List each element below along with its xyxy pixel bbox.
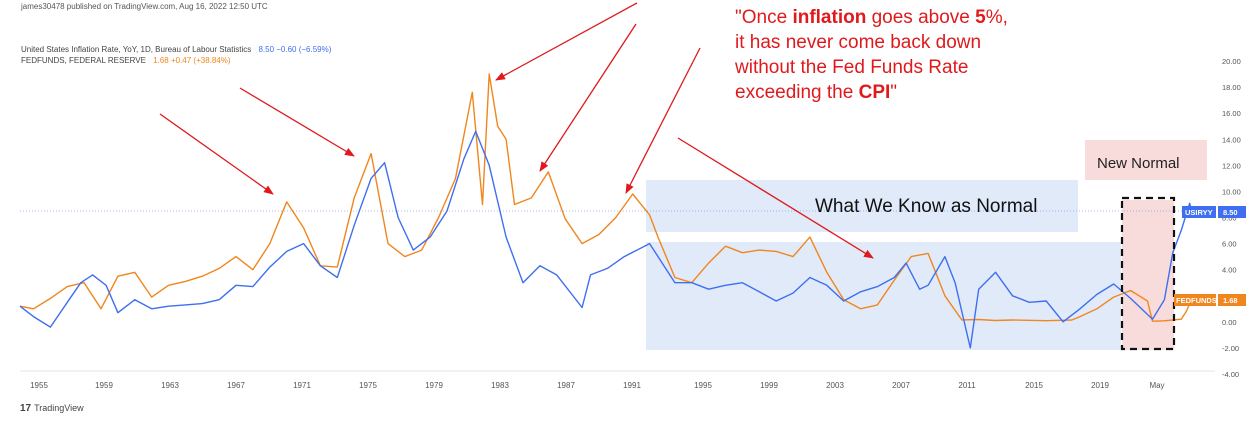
y-tick-label: 4.00 [1222,266,1237,275]
x-tick-label: 1979 [425,381,443,390]
x-tick-label: 1967 [227,381,245,390]
series-layer [19,73,1193,349]
annotation-bold-5: 5 [975,7,986,28]
arrow-1984 [539,23,637,172]
usiryy-badge-value-bg [1218,206,1246,218]
usiryy-badge-tag [1182,206,1216,218]
tv-logo-icon: 17 [20,403,32,414]
y-tick-label: -4.00 [1222,370,1239,379]
arrow-2006 [677,137,874,259]
x-tick-label: 1987 [557,381,575,390]
annotation-quote: "Once inflation goes above 5%, it has ne… [735,5,1015,105]
y-tick-label: 20.00 [1222,57,1241,66]
x-tick-label: 1983 [491,381,509,390]
legend-fed-values: 1.68 +0.47 (+38.84%) [153,56,231,65]
fedfunds-badge: FEDFUNDS 1.68 [1174,294,1246,306]
y-tick-label: 6.00 [1222,240,1237,249]
x-tick-label: 2019 [1091,381,1109,390]
fedfunds-series-line [19,73,1193,322]
annotation-bold-inflation: inflation [792,7,867,28]
y-tick-label: -2.00 [1222,344,1239,353]
usiryy-badge-name: USIRYY [1185,208,1213,217]
y-tick-label: 18.00 [1222,83,1241,92]
y-tick-label: 10.00 [1222,187,1241,196]
arrow-1989 [625,47,701,194]
fedfunds-badge-tag [1174,294,1216,306]
legend-fed-name: FEDFUNDS, FEDERAL RESERVE [21,56,146,65]
annotation-text-4: " [890,82,898,103]
x-tick-label: 2007 [892,381,910,390]
x-tick-label: 1999 [760,381,778,390]
x-tick-label: 2011 [958,381,976,390]
annotation-text-2: goes above [866,7,976,28]
y-tick-label: 16.00 [1222,109,1241,118]
normal-box-upper [646,180,1078,232]
x-tick-label: 2003 [826,381,844,390]
y-tick-label: 14.00 [1222,135,1241,144]
legend-cpi-values: 8.50 −0.60 (−6.59%) [258,45,332,54]
x-tick-label: 1991 [623,381,641,390]
new-normal-label-box [1085,140,1207,180]
legend-cpi: United States Inflation Rate, YoY, 1D, B… [21,45,331,54]
new-normal-box [1122,200,1174,350]
x-tick-label: 1955 [30,381,48,390]
arrow-1981 [495,2,638,81]
arrow-1969 [159,113,274,195]
legend-cpi-name: United States Inflation Rate, YoY, 1D, B… [21,45,252,54]
brand-name: TradingView [34,403,84,413]
x-axis: 1955 1959 1963 1967 1971 1975 1979 1983 1987 1991… [30,381,1164,390]
new-normal-label: New Normal [1097,155,1180,172]
y-tick-label: 0.00 [1222,318,1237,327]
x-tick-label: May [1149,381,1164,390]
x-tick-label: 1963 [161,381,179,390]
x-tick-label: 2015 [1025,381,1043,390]
annotation-text-3: %, it has never come back down without t… [735,7,1008,103]
legend-fed: FEDFUNDS, FEDERAL RESERVE 1.68 +0.47 (+3… [21,56,231,65]
fedfunds-badge-value-bg [1218,294,1246,306]
x-tick-label: 1995 [694,381,712,390]
y-tick-label: 12.00 [1222,161,1241,170]
published-by: james30478 published on TradingView.com,… [21,2,268,11]
annotation-arrows [159,2,874,259]
cpi-series-line [19,130,1193,349]
arrow-1974 [239,87,355,157]
normal-label: What We Know as Normal [815,196,1038,217]
tradingview-brand[interactable]: 17 TradingView [20,403,84,414]
usiryy-badge: USIRYY 8.50 [1182,206,1246,218]
x-tick-label: 1975 [359,381,377,390]
fedfunds-badge-value: 1.68 [1223,296,1238,305]
fedfunds-badge-name: FEDFUNDS [1176,296,1217,305]
usiryy-badge-value: 8.50 [1223,208,1238,217]
annotation-bold-cpi: CPI [858,82,891,103]
x-tick-label: 1959 [95,381,113,390]
x-tick-label: 1971 [293,381,311,390]
new-normal-frame [1120,196,1176,351]
annotation-text-1: "Once [735,7,793,28]
